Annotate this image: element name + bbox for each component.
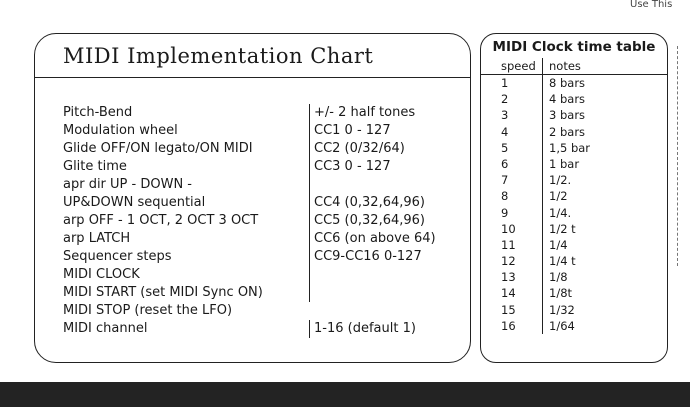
value-cell [309,284,470,302]
clock-row: 2 4 bars [481,91,667,108]
function-cell: apr dir UP - DOWN - [63,177,192,192]
speed-cell: 1 [481,75,543,92]
speed-cell: 16 [481,317,543,334]
notes-cell: 8 bars [549,76,586,90]
implementation-row: MIDI channel 1-16 (default 1) [35,320,470,338]
value-cell: CC4 (0,32,64,96) [309,194,470,212]
speed-cell: 15 [481,301,543,318]
notes-cell: 1/4. [549,205,572,220]
notes-cell: 1/4 [549,237,568,252]
function-cell: MIDI START (set MIDI Sync ON) [63,285,263,300]
speed-cell: 11 [481,236,543,254]
speed-cell: 12 [481,253,543,270]
speed-cell: 9 [481,204,543,221]
function-cell: MIDI channel [63,321,148,336]
implementation-row: MIDI CLOCK [35,266,470,284]
clock-row: 15 1/32 [481,301,667,318]
clock-table-title: MIDI Clock time table [492,39,656,55]
function-cell: Glite time [63,159,127,174]
function-cell: arp OFF - 1 OCT, 2 OCT 3 OCT [63,213,259,228]
notes-cell: 1/2 t [549,221,576,236]
clock-table-header: speed notes [481,58,667,75]
clock-row: 6 1 bar [481,155,667,173]
speed-header: speed [481,58,543,74]
function-cell: Glide OFF/ON legato/ON MIDI [63,141,253,156]
speed-cell: 2 [481,91,543,108]
clock-row: 13 1/8 [481,269,667,286]
implementation-row: Glide OFF/ON legato/ON MIDI CC2 (0/32/64) [35,140,470,158]
function-cell: MIDI STOP (reset the LFO) [63,303,233,318]
notes-cell: 1/8 [549,270,568,285]
top-note-text: Use This [630,0,673,10]
implementation-row: MIDI STOP (reset the LFO) [35,302,470,320]
notes-cell: 4 bars [549,92,586,107]
notes-cell: 1/2 [549,189,568,204]
notes-cell: 3 bars [549,108,586,123]
speed-cell: 10 [481,220,543,237]
clock-row: 14 1/8t [481,285,667,302]
value-cell: CC5 (0,32,64,96) [309,212,470,230]
notes-cell: 1/64 [549,318,575,333]
speed-cell: 5 [481,139,543,156]
implementation-rows: Pitch-Bend +/- 2 half tones Modulation wh… [35,104,470,338]
clock-row: 5 1,5 bar [481,139,667,156]
value-cell [309,266,470,284]
value-cell: +/- 2 half tones [309,104,470,122]
notes-cell: 1/4 t [549,254,576,269]
dashed-divider [677,46,678,266]
midi-clock-time-table: MIDI Clock time table speed notes 1 8 bar… [480,33,668,363]
value-cell: CC9-CC16 0-127 [309,248,470,266]
clock-row: 4 2 bars [481,123,667,140]
speed-cell: 3 [481,107,543,124]
value-cell: CC2 (0/32/64) [309,140,470,158]
function-cell: UP&DOWN sequential [63,195,206,210]
notes-cell: 1,5 bar [549,140,591,155]
clock-row: 12 1/4 t [481,253,667,270]
clock-row: 11 1/4 [481,236,667,254]
function-cell: Modulation wheel [63,123,178,138]
notes-cell: 2 bars [549,124,586,139]
implementation-row: arp OFF - 1 OCT, 2 OCT 3 OCT CC5 (0,32,64… [35,212,470,230]
implementation-row: arp LATCH CC6 (on above 64) [35,230,470,248]
implementation-chart-title: MIDI Implementation Chart [35,34,470,78]
notes-cell: 1/8t [549,286,573,301]
footer-bar [0,382,690,407]
implementation-row: Pitch-Bend +/- 2 half tones [35,104,470,122]
clock-row: 8 1/2 [481,188,667,205]
value-cell: CC1 0 - 127 [309,122,470,140]
implementation-row: Modulation wheel CC1 0 - 127 [35,122,470,140]
clock-row: 10 1/2 t [481,220,667,237]
speed-cell: 14 [481,285,543,302]
value-cell: 1-16 (default 1) [309,320,470,338]
clock-row: 16 1/64 [481,317,667,334]
implementation-row: apr dir UP - DOWN - [35,176,470,194]
value-cell [309,176,470,194]
speed-cell: 7 [481,172,543,189]
notes-cell: 1 bar [549,156,580,171]
clock-row: 1 8 bars [481,75,667,92]
implementation-row: Glite time CC3 0 - 127 [35,158,470,176]
notes-cell: 1/2. [549,173,572,188]
function-cell: Pitch-Bend [63,105,133,120]
notes-header: notes [549,59,581,73]
speed-cell: 6 [481,155,543,173]
speed-cell: 8 [481,188,543,205]
notes-cell: 1/32 [549,302,575,317]
value-cell [309,302,470,320]
speed-cell: 13 [481,269,543,286]
implementation-row: MIDI START (set MIDI Sync ON) [35,284,470,302]
value-cell: CC3 0 - 127 [309,158,470,176]
implementation-row: Sequencer steps CC9-CC16 0-127 [35,248,470,266]
function-cell: Sequencer steps [63,249,172,264]
value-cell: CC6 (on above 64) [309,230,470,248]
speed-cell: 4 [481,123,543,140]
function-cell: MIDI CLOCK [63,267,140,282]
clock-row: 9 1/4. [481,204,667,221]
clock-row: 3 3 bars [481,107,667,124]
function-cell: arp LATCH [63,231,131,246]
clock-row: 7 1/2. [481,172,667,189]
midi-implementation-chart: MIDI Implementation Chart Pitch-Bend +/- … [34,33,471,363]
implementation-row: UP&DOWN sequential CC4 (0,32,64,96) [35,194,470,212]
